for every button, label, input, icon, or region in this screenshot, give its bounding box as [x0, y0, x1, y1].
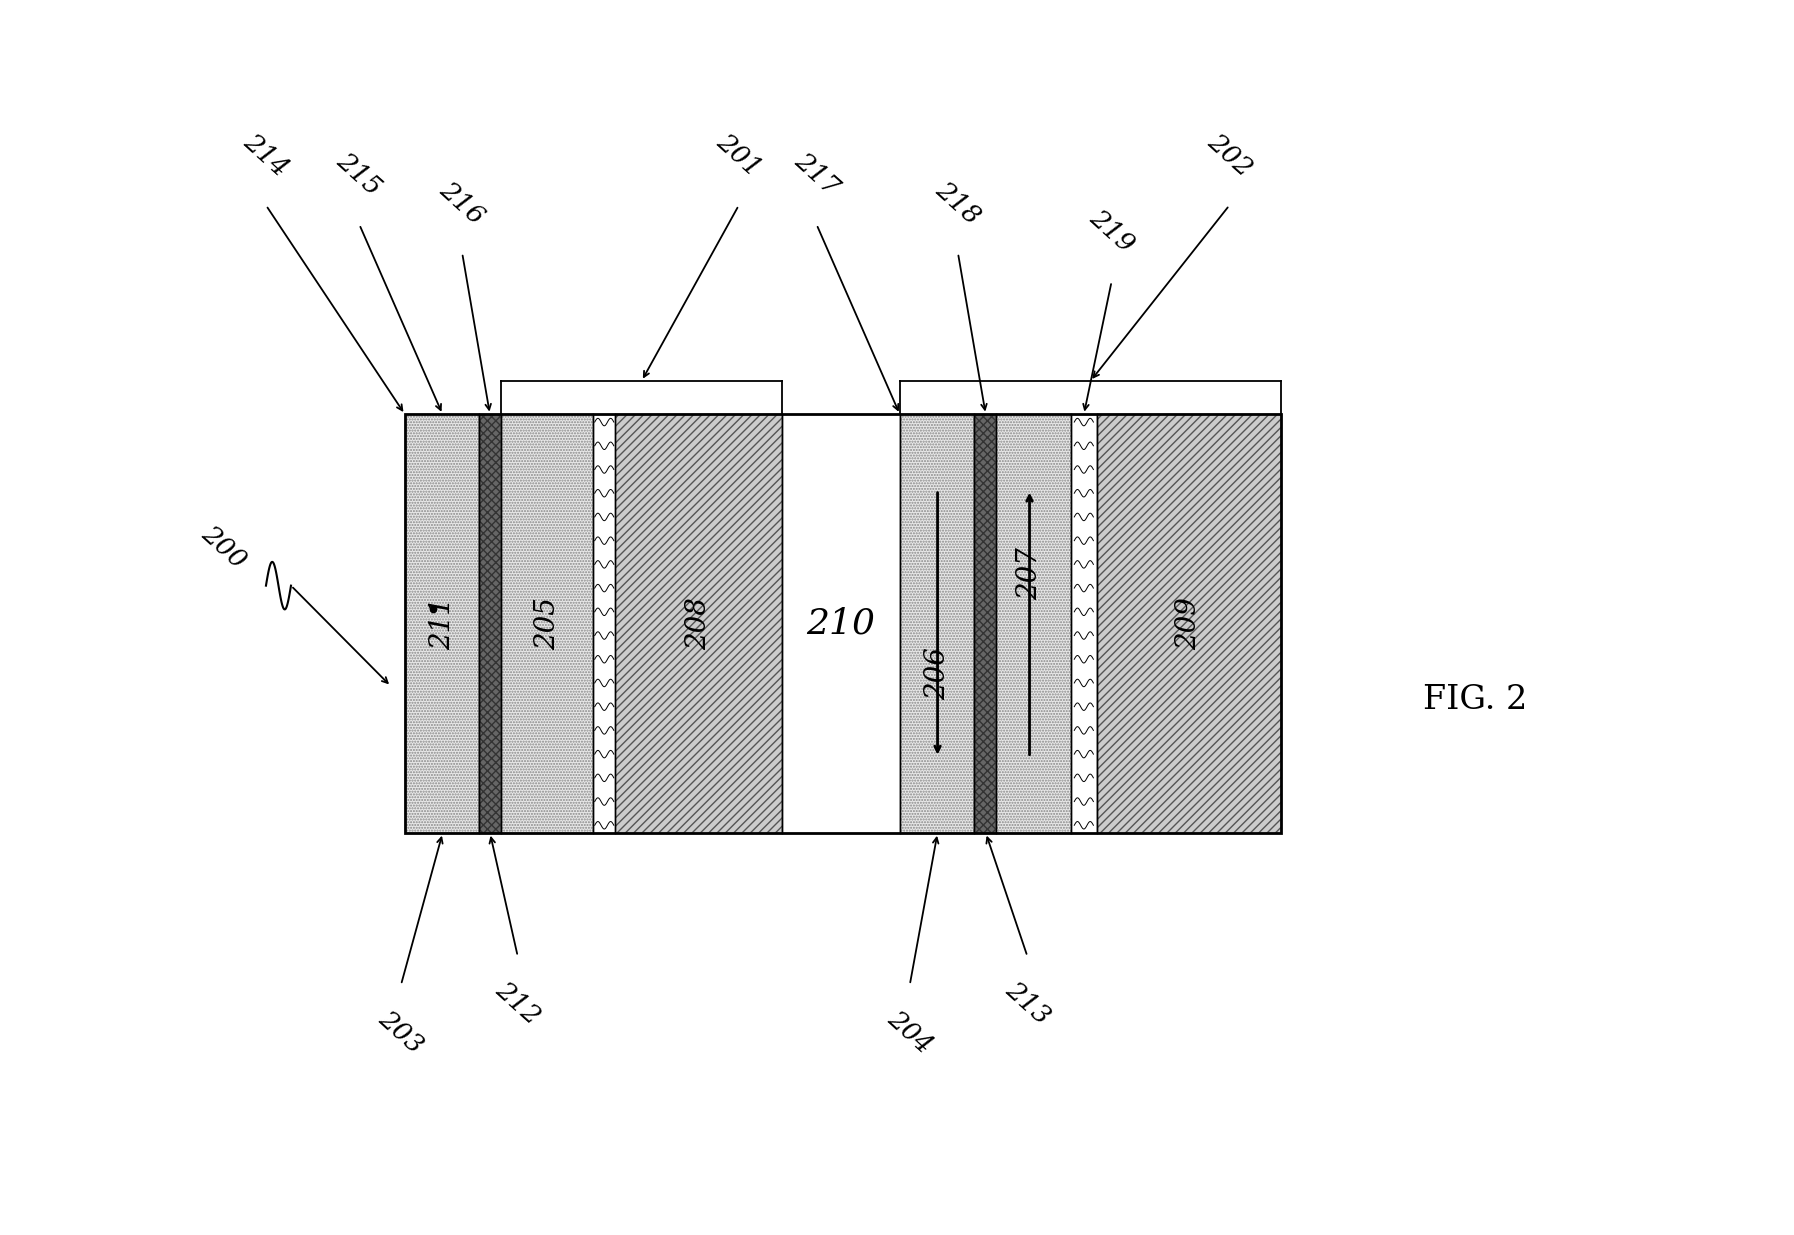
- Text: 216: 216: [436, 177, 490, 228]
- Bar: [479, 415, 501, 832]
- Text: 208: 208: [685, 598, 712, 650]
- Text: 204: 204: [883, 1007, 936, 1058]
- Bar: [594, 415, 615, 832]
- Text: 210: 210: [806, 606, 875, 641]
- Text: 219: 219: [1085, 205, 1139, 258]
- Text: 203: 203: [373, 1007, 429, 1058]
- Bar: [1096, 415, 1281, 832]
- Bar: [1096, 415, 1281, 832]
- Bar: [1073, 415, 1094, 832]
- Bar: [996, 415, 1071, 832]
- Bar: [594, 415, 615, 832]
- Bar: [479, 415, 501, 832]
- Bar: [974, 415, 996, 832]
- Bar: [782, 415, 901, 832]
- Text: 213: 213: [1001, 977, 1055, 1030]
- Bar: [405, 415, 1281, 832]
- Text: 217: 217: [789, 148, 843, 200]
- Text: 214: 214: [239, 130, 292, 182]
- Bar: [405, 415, 479, 832]
- Text: 201: 201: [712, 130, 766, 182]
- Text: 212: 212: [492, 977, 545, 1030]
- Bar: [501, 415, 594, 832]
- Bar: [974, 415, 996, 832]
- Bar: [1071, 415, 1096, 832]
- Text: 211: 211: [429, 598, 456, 650]
- Bar: [996, 415, 1071, 832]
- Bar: [615, 415, 782, 832]
- Text: 209: 209: [1175, 598, 1202, 650]
- Bar: [901, 415, 974, 832]
- Text: 206: 206: [924, 647, 951, 700]
- Text: 218: 218: [931, 177, 985, 228]
- Text: FIG. 2: FIG. 2: [1423, 684, 1528, 716]
- Text: 207: 207: [1015, 547, 1042, 600]
- Text: 202: 202: [1202, 130, 1256, 182]
- Bar: [501, 415, 594, 832]
- Text: 200: 200: [197, 521, 251, 574]
- Text: 215: 215: [332, 148, 386, 200]
- Bar: [615, 415, 782, 832]
- Text: 205: 205: [535, 598, 562, 650]
- Bar: [405, 415, 479, 832]
- Bar: [901, 415, 974, 832]
